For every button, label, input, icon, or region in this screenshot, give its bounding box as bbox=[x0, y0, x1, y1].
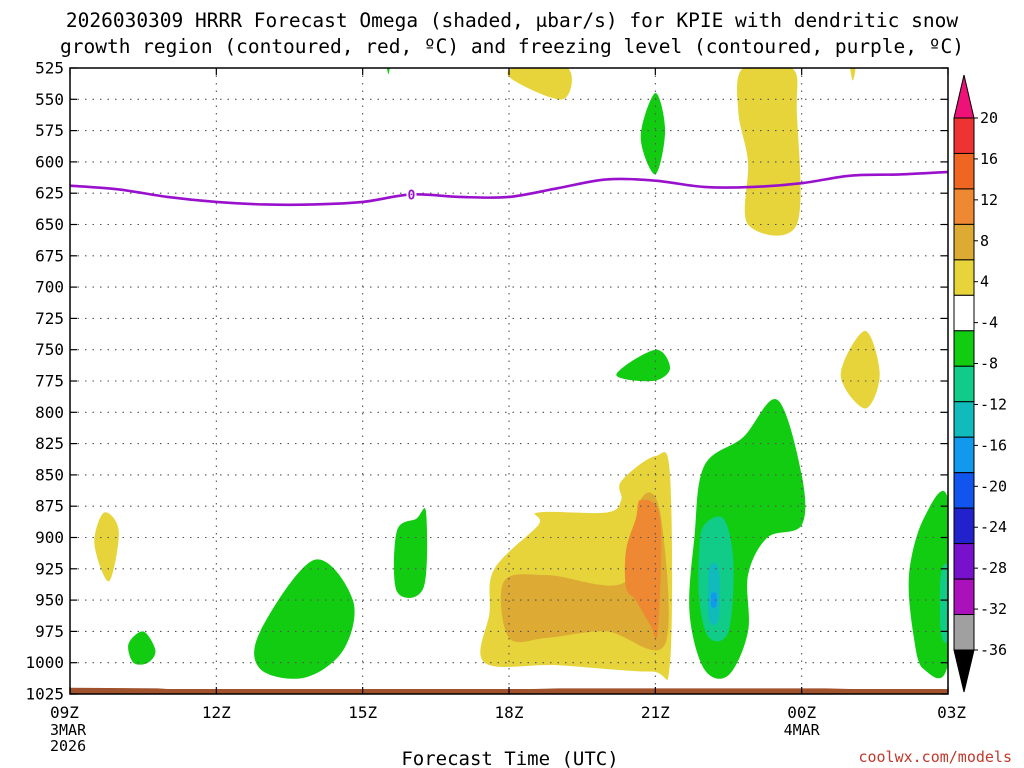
y-tick-label: 1025 bbox=[25, 685, 64, 704]
y-tick-label: 800 bbox=[35, 403, 64, 422]
omega-region bbox=[128, 631, 156, 665]
colorbar-label: -32 bbox=[980, 600, 1007, 618]
colorbar-label: -12 bbox=[980, 395, 1007, 413]
x-tick-date: 3MAR bbox=[50, 721, 87, 739]
freezing-level-label: 0 bbox=[408, 188, 416, 203]
y-tick-label: 725 bbox=[35, 309, 64, 328]
y-tick-label: 775 bbox=[35, 372, 64, 391]
colorbar-swatch bbox=[953, 117, 975, 154]
y-tick-label: 700 bbox=[35, 278, 64, 297]
colorbar-label: 8 bbox=[980, 232, 989, 250]
x-tick-label: 21Z bbox=[641, 703, 670, 722]
y-tick-label: 550 bbox=[35, 90, 64, 109]
freezing-level-layer: 0 bbox=[69, 170, 949, 207]
y-tick-label: 525 bbox=[35, 59, 64, 78]
y-tick-label: 650 bbox=[35, 215, 64, 234]
x-tick-label: 09Z bbox=[50, 703, 79, 722]
x-tick-label: 15Z bbox=[348, 703, 377, 722]
y-axis: 525 550 575 600 625 650 675 700 725 750 775 800 825 8… bbox=[25, 59, 948, 704]
colorbar-label: -16 bbox=[980, 436, 1007, 454]
omega-region bbox=[737, 68, 801, 236]
x-tick-label: 03Z bbox=[937, 703, 966, 722]
x-tick-label: 12Z bbox=[202, 703, 231, 722]
freezing-level-label-bg bbox=[406, 186, 417, 203]
omega-region bbox=[393, 508, 428, 598]
colorbar-swatch bbox=[953, 223, 975, 261]
y-tick-label: 625 bbox=[35, 184, 64, 203]
omega-region bbox=[710, 592, 717, 608]
x-tick-label: 00Z bbox=[787, 703, 816, 722]
chart-title-line1: 2026030309 HRRR Forecast Omega (shaded, … bbox=[66, 9, 958, 32]
colorbar-label: -24 bbox=[980, 518, 1007, 536]
y-tick-label: 850 bbox=[35, 465, 64, 484]
omega-region bbox=[850, 68, 856, 81]
colorbar-swatch bbox=[953, 365, 975, 403]
colorbar-label: -8 bbox=[980, 355, 998, 373]
y-tick-label: 900 bbox=[35, 528, 64, 547]
colorbar-label: -36 bbox=[980, 641, 1007, 659]
omega-shading-layer bbox=[94, 68, 948, 680]
colorbar-swatch bbox=[953, 578, 975, 616]
y-tick-label: 925 bbox=[35, 559, 64, 578]
colorbar-label: 20 bbox=[980, 109, 998, 127]
freezing-level-line bbox=[69, 170, 949, 207]
colorbar-label: -20 bbox=[980, 477, 1007, 495]
x-axis-label: Forecast Time (UTC) bbox=[401, 748, 618, 768]
colorbar-swatch bbox=[953, 614, 975, 651]
omega-region bbox=[507, 68, 572, 100]
colorbar-label: 4 bbox=[980, 273, 989, 291]
colorbar-min-arrow bbox=[953, 649, 975, 693]
y-tick-label: 950 bbox=[35, 591, 64, 610]
omega-region bbox=[939, 563, 948, 644]
omega-region bbox=[94, 512, 119, 582]
colorbar-label: -28 bbox=[980, 559, 1007, 577]
colorbar-swatch bbox=[953, 294, 975, 332]
colorbar-swatch bbox=[953, 188, 975, 225]
y-tick-label: 825 bbox=[35, 434, 64, 453]
x-tick-date: 4MAR bbox=[784, 721, 821, 739]
colorbar-swatch bbox=[953, 152, 975, 190]
colorbar-swatch bbox=[953, 472, 975, 509]
colorbar-swatch bbox=[953, 436, 975, 474]
colorbar-swatch bbox=[953, 259, 975, 296]
colorbar-label: 12 bbox=[980, 191, 998, 209]
omega-region bbox=[624, 499, 662, 639]
y-tick-label: 1000 bbox=[25, 653, 64, 672]
y-tick-label: 875 bbox=[35, 497, 64, 516]
colorbar-max-arrow bbox=[953, 74, 975, 119]
colorbar-label: 16 bbox=[980, 150, 998, 168]
colorbar-label: -4 bbox=[980, 314, 998, 332]
y-tick-label: 975 bbox=[35, 622, 64, 641]
omega-region bbox=[254, 559, 355, 679]
watermark: coolwx.com/models bbox=[858, 748, 1012, 766]
x-tick-label: 18Z bbox=[495, 703, 524, 722]
colorbar-swatch bbox=[953, 543, 975, 580]
y-tick-label: 675 bbox=[35, 246, 64, 265]
y-tick-label: 575 bbox=[35, 121, 64, 140]
y-tick-label: 600 bbox=[35, 152, 64, 171]
colorbar-swatch bbox=[953, 507, 975, 545]
omega-region bbox=[640, 92, 666, 175]
y-tick-label: 750 bbox=[35, 340, 64, 359]
colorbar: 20 16 12 8 4 -4 -8 -12 -16 -20 -24 -28 -32 -36 bbox=[953, 74, 1007, 693]
omega-region bbox=[840, 330, 880, 409]
x-tick-year: 2026 bbox=[50, 737, 86, 755]
omega-region bbox=[616, 349, 671, 382]
chart-title-line2: growth region (contoured, red, ºC) and f… bbox=[60, 35, 964, 58]
colorbar-swatch bbox=[953, 330, 975, 367]
colorbar-swatch bbox=[953, 401, 975, 438]
omega-region bbox=[387, 68, 390, 75]
omega-region bbox=[500, 492, 669, 651]
